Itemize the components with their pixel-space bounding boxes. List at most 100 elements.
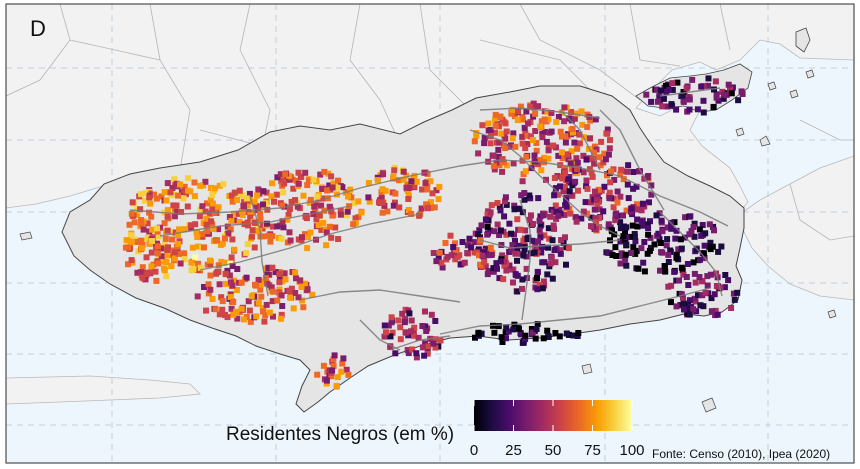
population-cell bbox=[721, 284, 728, 291]
population-cell bbox=[151, 191, 157, 198]
population-cell bbox=[211, 185, 218, 192]
population-cell bbox=[142, 190, 149, 197]
population-cell bbox=[168, 263, 175, 269]
population-cell bbox=[260, 201, 266, 208]
population-cell bbox=[561, 212, 568, 218]
population-cell bbox=[339, 184, 346, 191]
population-cell bbox=[379, 199, 386, 206]
population-cell bbox=[713, 94, 720, 101]
population-cell bbox=[606, 189, 613, 196]
population-cell bbox=[529, 237, 536, 244]
population-cell bbox=[152, 268, 159, 275]
population-cell bbox=[148, 213, 155, 220]
population-cell bbox=[432, 318, 439, 324]
population-cell bbox=[256, 227, 263, 234]
population-cell bbox=[697, 256, 703, 263]
population-cell bbox=[712, 78, 719, 85]
population-cell bbox=[728, 305, 735, 311]
population-cell bbox=[226, 272, 233, 279]
population-cell bbox=[690, 306, 697, 313]
population-cell bbox=[146, 194, 153, 201]
population-cell bbox=[228, 305, 235, 312]
population-cell bbox=[680, 271, 687, 278]
population-cell bbox=[177, 181, 184, 188]
population-cell bbox=[654, 98, 661, 105]
population-cell bbox=[481, 258, 488, 265]
population-cell bbox=[228, 218, 235, 225]
population-cell bbox=[365, 180, 372, 186]
population-cell bbox=[706, 221, 713, 228]
population-cell bbox=[288, 198, 295, 205]
population-cell bbox=[540, 211, 547, 218]
population-cell bbox=[641, 268, 648, 275]
population-cell bbox=[241, 316, 247, 323]
population-cell bbox=[485, 252, 492, 259]
population-cell bbox=[138, 221, 145, 228]
population-cell bbox=[535, 195, 542, 202]
population-cell bbox=[314, 371, 321, 378]
population-cell bbox=[411, 172, 418, 179]
population-cell bbox=[277, 171, 284, 178]
population-cell bbox=[544, 108, 551, 115]
population-cell bbox=[482, 216, 489, 223]
population-cell bbox=[230, 299, 237, 305]
population-cell bbox=[573, 218, 580, 225]
population-cell bbox=[589, 173, 596, 180]
population-cell bbox=[161, 189, 168, 196]
population-cell bbox=[283, 176, 290, 183]
population-cell bbox=[591, 149, 597, 156]
population-cell bbox=[131, 219, 138, 226]
population-cell bbox=[605, 221, 612, 228]
population-cell bbox=[154, 243, 161, 250]
population-cell bbox=[711, 227, 717, 234]
population-cell bbox=[648, 98, 655, 105]
population-cell bbox=[326, 204, 333, 210]
population-cell bbox=[293, 275, 299, 282]
population-cell bbox=[702, 230, 709, 237]
population-cell bbox=[557, 183, 563, 190]
population-cell bbox=[435, 253, 442, 260]
population-cell bbox=[169, 236, 175, 243]
population-cell bbox=[244, 219, 251, 226]
population-cell bbox=[326, 182, 333, 189]
population-cell bbox=[499, 156, 506, 163]
population-cell bbox=[408, 211, 415, 217]
population-cell bbox=[487, 140, 494, 147]
population-cell bbox=[702, 289, 709, 296]
population-cell bbox=[510, 279, 516, 286]
legend-tick-75: 75 bbox=[584, 442, 601, 459]
population-cell bbox=[704, 282, 711, 289]
population-cell bbox=[202, 208, 209, 215]
population-cell bbox=[487, 127, 494, 133]
population-cell bbox=[545, 116, 552, 123]
population-cell bbox=[328, 208, 335, 215]
population-cell bbox=[146, 209, 153, 216]
population-cell bbox=[612, 217, 619, 224]
population-cell bbox=[269, 233, 276, 240]
population-cell bbox=[708, 295, 715, 302]
population-cell bbox=[194, 293, 201, 300]
population-cell bbox=[497, 207, 504, 214]
population-cell bbox=[286, 229, 293, 236]
population-cell bbox=[512, 271, 519, 278]
population-cell bbox=[175, 241, 182, 247]
population-cell bbox=[350, 221, 357, 228]
population-cell bbox=[735, 97, 742, 104]
population-cell bbox=[154, 228, 161, 235]
population-cell bbox=[227, 294, 234, 300]
population-cell bbox=[567, 210, 574, 217]
population-cell bbox=[400, 176, 407, 183]
population-cell bbox=[663, 242, 670, 249]
population-cell bbox=[270, 313, 276, 320]
population-cell bbox=[673, 303, 680, 310]
population-cell bbox=[690, 259, 697, 266]
population-cell bbox=[274, 223, 281, 230]
population-cell bbox=[365, 194, 372, 201]
population-cell bbox=[617, 260, 624, 267]
population-cell bbox=[696, 274, 703, 280]
population-cell bbox=[689, 76, 696, 83]
population-cell bbox=[350, 200, 357, 207]
population-cell bbox=[632, 250, 639, 257]
population-cell bbox=[236, 187, 243, 194]
population-cell bbox=[704, 273, 711, 280]
